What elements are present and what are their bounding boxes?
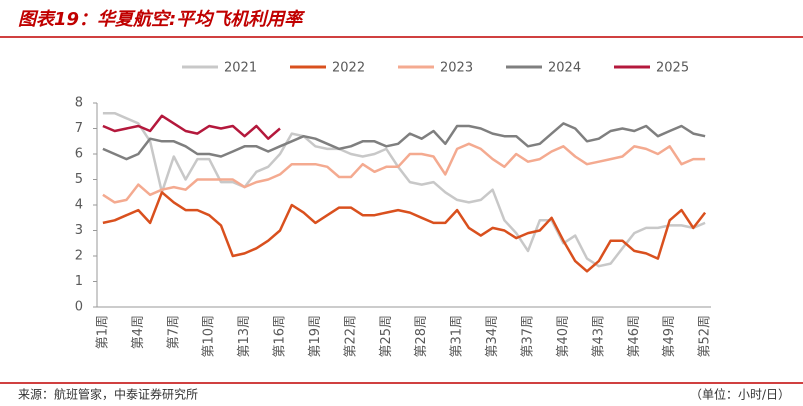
y-tick-label: 5 [75, 172, 83, 187]
legend-label: 2023 [440, 61, 473, 76]
x-tick-label: 第46周 [627, 315, 642, 358]
y-tick-label: 4 [75, 198, 83, 213]
y-tick-label: 8 [75, 96, 83, 111]
x-tick-label: 第7周 [166, 315, 181, 349]
x-tick-label: 第25周 [379, 315, 394, 358]
y-tick-label: 7 [75, 121, 83, 136]
unit: （单位：小时/日） [690, 387, 790, 402]
x-tick-label: 第1周 [95, 315, 110, 349]
series-line [102, 142, 706, 204]
y-tick-label: 1 [75, 274, 83, 289]
x-tick-label: 第37周 [520, 315, 535, 358]
series-line [102, 122, 706, 161]
x-tick-label: 第34周 [485, 315, 500, 358]
x-tick-label: 第43周 [591, 315, 606, 358]
x-tick-label: 第40周 [556, 315, 571, 358]
x-tick-label: 第10周 [202, 315, 217, 358]
legend-label: 2021 [224, 61, 257, 76]
legend-label: 2022 [332, 61, 365, 76]
x-tick-label: 第31周 [450, 315, 465, 358]
y-tick-label: 6 [75, 147, 83, 162]
x-tick-label: 第52周 [698, 315, 713, 358]
legend-label: 2024 [548, 61, 581, 76]
x-tick-label: 第49周 [662, 315, 677, 358]
x-tick-label: 第22周 [343, 315, 358, 358]
x-tick-label: 第28周 [414, 315, 429, 358]
y-tick-label: 3 [75, 223, 83, 238]
x-tick-label: 第19周 [308, 315, 323, 358]
x-tick-label: 第13周 [237, 315, 252, 358]
series-line [102, 114, 281, 140]
series-line [102, 111, 706, 268]
chart-title: 图表19：华夏航空:平均飞机利用率 [18, 9, 305, 30]
series-line [102, 191, 707, 273]
y-tick-label: 0 [75, 300, 83, 315]
x-tick-label: 第16周 [273, 315, 288, 358]
legend-label: 2025 [656, 61, 689, 76]
x-tick-label: 第4周 [131, 315, 146, 349]
y-tick-label: 2 [75, 249, 83, 264]
source: 来源：航班管家，中泰证券研究所 [18, 387, 198, 402]
